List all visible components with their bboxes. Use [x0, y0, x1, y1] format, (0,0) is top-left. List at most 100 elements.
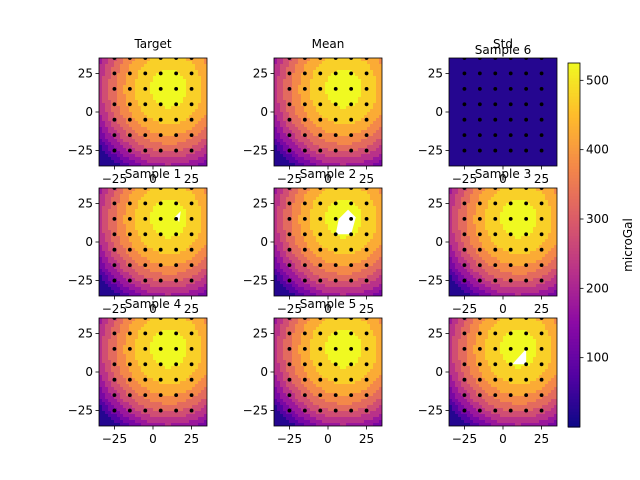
station-marker — [318, 331, 323, 336]
station-marker — [143, 71, 148, 76]
station-marker — [318, 377, 323, 382]
station-marker — [287, 232, 292, 237]
station-marker — [158, 58, 163, 60]
station-marker — [364, 377, 369, 382]
station-marker — [287, 393, 292, 398]
station-marker — [158, 71, 163, 76]
station-marker — [112, 346, 117, 351]
station-marker — [318, 232, 323, 237]
station-marker — [127, 232, 132, 237]
station-marker — [174, 247, 179, 252]
station-marker — [143, 117, 148, 122]
station-marker — [318, 393, 323, 398]
station-marker — [462, 263, 467, 268]
station-marker — [364, 117, 369, 122]
station-marker — [158, 263, 163, 268]
station-marker — [112, 331, 117, 336]
station-marker — [318, 362, 323, 367]
station-marker — [318, 86, 323, 91]
y-tick-label: 25 — [253, 326, 268, 340]
station-marker — [318, 216, 323, 221]
station-marker — [462, 148, 467, 153]
station-marker — [174, 408, 179, 413]
station-marker — [333, 133, 338, 138]
station-marker — [189, 346, 194, 351]
station-marker — [287, 408, 292, 413]
station-marker — [318, 346, 323, 351]
station-marker — [302, 346, 307, 351]
station-marker — [539, 377, 544, 382]
station-marker — [364, 71, 369, 76]
colorbar-tick-label: 500 — [586, 73, 609, 87]
station-marker — [508, 263, 513, 268]
station-marker — [302, 278, 307, 283]
y-tick-label: −25 — [243, 144, 268, 158]
colorbar-tick-label: 400 — [586, 143, 609, 157]
station-marker — [302, 216, 307, 221]
station-marker — [127, 216, 132, 221]
station-marker — [493, 102, 498, 107]
station-marker — [349, 188, 354, 190]
station-marker — [477, 362, 482, 367]
station-marker — [158, 102, 163, 107]
x-tick-label: −25 — [102, 302, 127, 316]
panel-field — [99, 318, 207, 426]
panel-field — [449, 318, 557, 426]
station-marker — [302, 86, 307, 91]
station-marker — [158, 201, 163, 206]
station-marker — [493, 216, 498, 221]
station-marker — [112, 408, 117, 413]
station-marker — [493, 331, 498, 336]
station-marker — [143, 393, 148, 398]
x-tick-label: 0 — [149, 432, 157, 446]
station-marker — [287, 216, 292, 221]
station-marker — [493, 263, 498, 268]
panel-title: Sample 4 — [125, 297, 181, 311]
station-marker — [143, 346, 148, 351]
station-marker — [539, 263, 544, 268]
station-marker — [477, 117, 482, 122]
station-marker — [349, 201, 354, 206]
station-marker — [127, 408, 132, 413]
station-marker — [333, 148, 338, 153]
station-marker — [158, 232, 163, 237]
station-marker — [287, 247, 292, 252]
station-marker — [364, 247, 369, 252]
station-marker — [539, 216, 544, 221]
station-marker — [127, 58, 132, 60]
station-marker — [318, 263, 323, 268]
x-tick-label: 0 — [149, 302, 157, 316]
panel-field — [274, 58, 382, 166]
station-marker — [174, 346, 179, 351]
station-marker — [524, 216, 529, 221]
station-marker — [333, 318, 338, 320]
y-tick-label: −25 — [243, 274, 268, 288]
station-marker — [333, 247, 338, 252]
station-marker — [287, 362, 292, 367]
station-marker — [524, 247, 529, 252]
station-marker — [112, 232, 117, 237]
panel-field — [99, 58, 207, 166]
y-tick-label: 25 — [78, 196, 93, 210]
field-gap — [174, 211, 181, 222]
station-marker — [539, 71, 544, 76]
station-marker — [112, 201, 117, 206]
station-marker — [189, 58, 194, 60]
station-marker — [462, 362, 467, 367]
x-tick-label: 0 — [499, 302, 507, 316]
station-marker — [364, 86, 369, 91]
station-marker — [349, 133, 354, 138]
station-marker — [462, 247, 467, 252]
station-marker — [302, 393, 307, 398]
station-marker — [524, 318, 529, 320]
station-marker — [333, 278, 338, 283]
station-marker — [143, 247, 148, 252]
station-marker — [127, 247, 132, 252]
station-marker — [112, 362, 117, 367]
y-tick-label: 0 — [435, 235, 443, 249]
station-marker — [287, 148, 292, 153]
station-marker — [302, 362, 307, 367]
station-marker — [508, 102, 513, 107]
station-marker — [493, 71, 498, 76]
station-marker — [333, 408, 338, 413]
